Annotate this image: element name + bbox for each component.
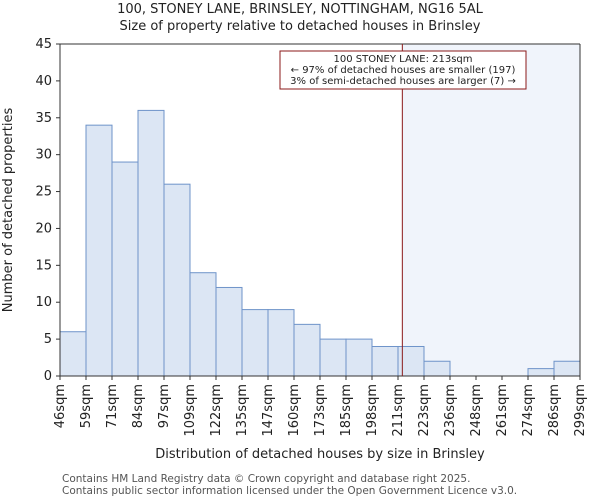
footer-line-2: Contains public sector information licen… bbox=[62, 485, 518, 497]
histogram-chart: 0 5 10 15 20 25 30 35 40 45 46sqm 59sqm 71sqm 84sqm 97… bbox=[1, 37, 588, 462]
y-tick-label-0: 0 bbox=[44, 369, 52, 384]
bar-97sqm bbox=[163, 183, 191, 377]
bar-135sqm bbox=[241, 309, 269, 377]
bar-84sqm bbox=[137, 109, 165, 377]
annotation-line-2: ← 97% of detached houses are smaller (19… bbox=[291, 65, 516, 76]
x-tick-label-46sqm: 46sqm bbox=[53, 384, 68, 428]
chart-title: 100, STONEY LANE, BRINSLEY, NOTTINGHAM, … bbox=[117, 2, 483, 17]
y-tick-label-5: 5 bbox=[44, 332, 52, 347]
x-tick-label-185sqm: 185sqm bbox=[339, 384, 354, 437]
y-axis-label: Number of detached properties bbox=[1, 108, 16, 313]
y-tick-label-15: 15 bbox=[35, 258, 52, 273]
x-tick-label-147sqm: 147sqm bbox=[261, 384, 276, 437]
x-tick-label-211sqm: 211sqm bbox=[391, 384, 406, 437]
x-tick-label-236sqm: 236sqm bbox=[443, 384, 458, 437]
x-tick-label-198sqm: 198sqm bbox=[365, 384, 380, 437]
x-tick-label-261sqm: 261sqm bbox=[495, 384, 510, 437]
x-tick-label-84sqm: 84sqm bbox=[131, 384, 146, 428]
bar-71sqm bbox=[111, 161, 139, 377]
bar-160sqm bbox=[293, 323, 321, 377]
annotation-line-1: 100 STONEY LANE: 213sqm bbox=[333, 54, 472, 65]
bar-286sqm bbox=[553, 360, 581, 377]
bar-274sqm bbox=[527, 368, 555, 377]
y-tick-label-35: 35 bbox=[35, 111, 52, 126]
x-tick-label-97sqm: 97sqm bbox=[157, 384, 172, 428]
x-tick-label-135sqm: 135sqm bbox=[235, 384, 250, 437]
x-tick-label-173sqm: 173sqm bbox=[313, 384, 328, 437]
x-tick-label-122sqm: 122sqm bbox=[209, 384, 224, 437]
y-tick-label-10: 10 bbox=[35, 295, 52, 310]
bar-59sqm bbox=[85, 124, 113, 377]
bar-147sqm bbox=[267, 309, 295, 377]
x-tick-label-274sqm: 274sqm bbox=[521, 384, 536, 437]
bar-122sqm bbox=[215, 286, 243, 377]
chart-subtitle: Size of property relative to detached ho… bbox=[119, 19, 481, 34]
footer-line-1: Contains HM Land Registry data © Crown c… bbox=[62, 473, 471, 485]
y-tick-label-30: 30 bbox=[35, 148, 52, 163]
x-tick-label-223sqm: 223sqm bbox=[417, 384, 432, 437]
bar-185sqm bbox=[345, 338, 373, 377]
x-tick-label-286sqm: 286sqm bbox=[547, 384, 562, 437]
x-tick-label-160sqm: 160sqm bbox=[287, 384, 302, 437]
x-axis-label: Distribution of detached houses by size … bbox=[155, 447, 485, 462]
bar-223sqm bbox=[423, 360, 451, 377]
x-tick-label-109sqm: 109sqm bbox=[183, 384, 198, 437]
x-tick-label-248sqm: 248sqm bbox=[469, 384, 484, 437]
x-tick-label-59sqm: 59sqm bbox=[79, 384, 94, 428]
x-tick-label-71sqm: 71sqm bbox=[105, 384, 120, 428]
highlight-region bbox=[402, 44, 580, 376]
y-tick-label-25: 25 bbox=[35, 185, 52, 200]
x-tick-label-299sqm: 299sqm bbox=[573, 384, 588, 437]
y-tick-label-20: 20 bbox=[35, 221, 52, 236]
y-tick-label-45: 45 bbox=[35, 37, 52, 52]
bar-198sqm bbox=[371, 345, 399, 377]
bar-173sqm bbox=[319, 338, 347, 377]
bar-46sqm bbox=[59, 331, 87, 377]
bar-109sqm bbox=[189, 272, 217, 377]
annotation-box bbox=[279, 50, 527, 90]
y-tick-label-40: 40 bbox=[35, 74, 52, 89]
annotation-line-3: 3% of semi-detached houses are larger (7… bbox=[290, 76, 516, 87]
